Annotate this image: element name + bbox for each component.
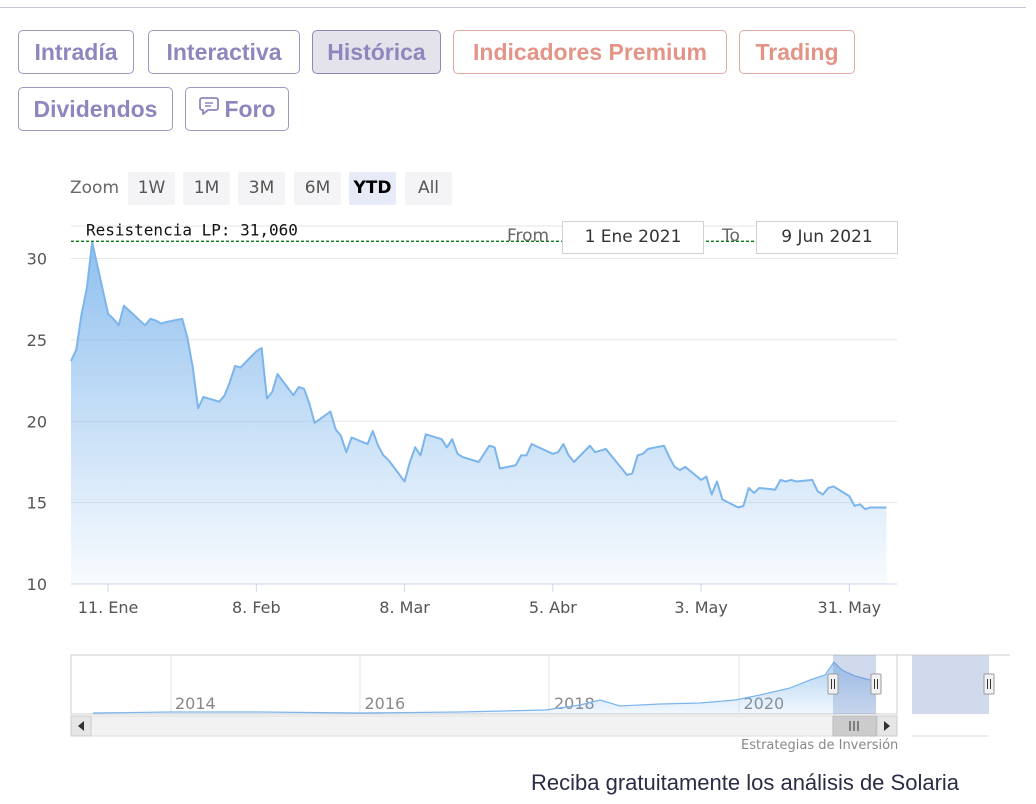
zoom-label: Zoom xyxy=(70,178,120,198)
navigator-area xyxy=(93,662,876,714)
from-label: From xyxy=(507,226,550,246)
tab-foro[interactable]: Foro xyxy=(185,87,289,131)
chart-credits[interactable]: Estrategias de Inversión xyxy=(741,738,899,753)
navigator-handle-extra[interactable] xyxy=(983,673,995,695)
tab-label: Histórica xyxy=(327,39,426,65)
x-tick-label: 11. Ene xyxy=(78,598,139,617)
zoom-ytd-button[interactable]: YTD xyxy=(349,172,396,205)
tab-label: Interactiva xyxy=(166,39,282,65)
tab-label: Intradía xyxy=(34,39,118,65)
zoom-6m-button[interactable]: 6M xyxy=(294,172,341,205)
resistance-label: Resistencia LP: 31,060 xyxy=(86,220,298,239)
navigator-year-label: 2016 xyxy=(365,694,406,713)
x-tick-label: 31. May xyxy=(818,598,882,617)
tab-label: Indicadores Premium xyxy=(473,39,707,65)
tab-indicadores-premium[interactable]: Indicadores Premium xyxy=(453,30,727,74)
x-tick-label: 8. Mar xyxy=(379,598,430,617)
y-tick-label: 25 xyxy=(27,331,47,350)
navigator-line xyxy=(92,661,877,714)
zoom-1w-button[interactable]: 1W xyxy=(128,172,175,205)
navigator-year-label: 2014 xyxy=(175,694,216,713)
tab-dividendos[interactable]: Dividendos xyxy=(18,87,173,131)
from-date-input[interactable]: 1 Ene 2021 xyxy=(562,221,704,254)
navigator-mask xyxy=(912,655,989,714)
to-date-input[interactable]: 9 Jun 2021 xyxy=(756,221,898,254)
price-area xyxy=(71,242,887,585)
y-tick-label: 20 xyxy=(27,412,47,431)
price-line xyxy=(70,241,887,511)
y-tick-label: 10 xyxy=(27,575,47,594)
to-label: To xyxy=(722,226,740,246)
tab-historica[interactable]: Histórica xyxy=(312,30,441,74)
navigator-handle-right[interactable] xyxy=(870,673,882,695)
tab-label: Foro xyxy=(224,96,276,122)
tab-label: Trading xyxy=(755,39,839,65)
tab-label: Dividendos xyxy=(33,96,158,122)
y-tick-label: 15 xyxy=(27,494,47,513)
x-tick-label: 5. Abr xyxy=(529,598,577,617)
promo-heading: Reciba gratuitamente los análisis de Sol… xyxy=(531,770,960,795)
tab-intradia[interactable]: Intradía xyxy=(18,30,134,74)
scrollbar-track[interactable] xyxy=(70,715,898,737)
tab-interactiva[interactable]: Interactiva xyxy=(148,30,300,74)
tab-trading[interactable]: Trading xyxy=(739,30,855,74)
zoom-all-button[interactable]: All xyxy=(405,172,452,205)
navigator-selection[interactable] xyxy=(833,655,876,714)
arrow-left-icon xyxy=(78,721,84,731)
x-tick-label: 8. Feb xyxy=(232,598,281,617)
arrow-right-icon xyxy=(884,721,890,731)
chat-bubble-icon xyxy=(198,88,220,130)
zoom-1m-button[interactable]: 1M xyxy=(183,172,230,205)
x-tick-label: 3. May xyxy=(674,598,727,617)
zoom-3m-button[interactable]: 3M xyxy=(238,172,285,205)
navigator-handle-left[interactable] xyxy=(827,673,839,695)
y-tick-label: 30 xyxy=(27,250,47,269)
top-divider xyxy=(0,7,1026,8)
